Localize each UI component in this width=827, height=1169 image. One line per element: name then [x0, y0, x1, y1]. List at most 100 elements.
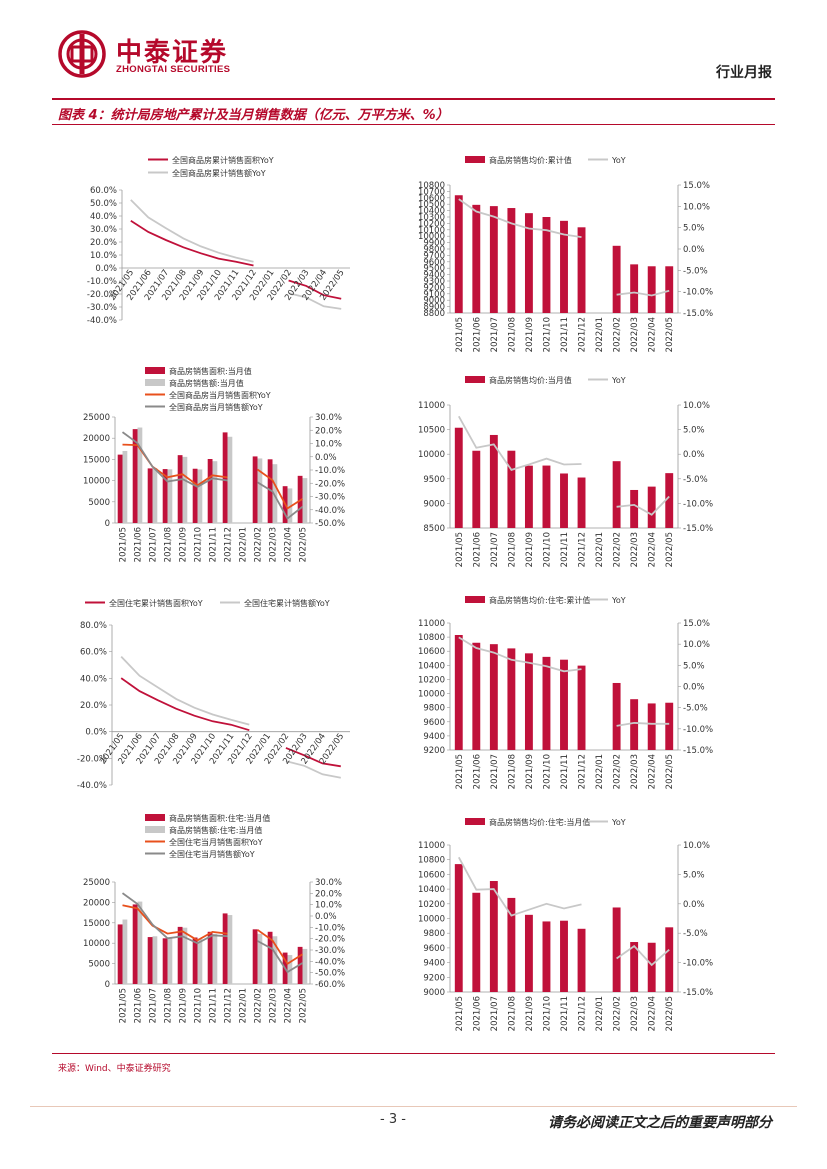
- x-tick-label: 2022/03: [630, 996, 640, 1031]
- bar: [647, 486, 656, 528]
- right-tick-label: 0.0%: [683, 450, 705, 460]
- bar: [257, 933, 263, 984]
- legend-label: YoY: [611, 596, 626, 605]
- left-tick-label: -30.0%: [87, 303, 117, 313]
- legend-label: 商品房销售均价:当月值: [489, 375, 572, 385]
- right-tick-label: -40.0%: [315, 957, 345, 967]
- bar: [542, 921, 551, 992]
- right-tick-label: 0.0%: [315, 453, 337, 463]
- left-tick-label: 10600: [418, 647, 445, 657]
- left-tick-label: 5000: [88, 960, 110, 970]
- bar: [665, 473, 674, 528]
- bar: [630, 264, 639, 313]
- bar: [454, 195, 463, 313]
- bar: [489, 434, 498, 528]
- bar: [227, 436, 233, 523]
- legend-label: 全国商品房当月销售额YoY: [169, 402, 263, 412]
- left-tick-label: 20.0%: [80, 701, 107, 711]
- x-tick-label: 2022/01: [595, 754, 605, 789]
- company-name-cn: 中泰证券: [116, 38, 229, 68]
- x-tick-label: 2021/11: [560, 996, 570, 1031]
- x-tick-label: 2022/01: [595, 532, 605, 567]
- legend-label: 全国商品房当月销售面积YoY: [169, 390, 271, 400]
- left-tick-label: 0.0%: [85, 728, 107, 738]
- bar: [302, 948, 308, 984]
- chart-avg-price-cumulative: 1080010700106001050010400103001020010100…: [418, 155, 713, 352]
- bar: [612, 461, 621, 528]
- bar: [192, 937, 198, 984]
- series-line: [458, 636, 670, 727]
- bar: [612, 907, 621, 992]
- x-tick-label: 2021/08: [164, 527, 174, 562]
- x-tick-label: 2021/12: [224, 988, 234, 1023]
- left-tick-label: 9200: [423, 973, 445, 983]
- bar: [147, 468, 153, 523]
- left-tick-label: 9600: [423, 258, 445, 268]
- left-tick-label: 8800: [423, 309, 445, 319]
- x-tick-label: 2021/09: [525, 317, 535, 352]
- page-number: - 3 -: [380, 1112, 406, 1127]
- right-tick-label: -30.0%: [315, 946, 345, 956]
- bar: [197, 469, 203, 523]
- right-tick-label: -20.0%: [315, 479, 345, 489]
- x-tick-label: 2021/06: [134, 988, 144, 1023]
- left-tick-label: 10200: [418, 219, 445, 229]
- left-tick-label: 0.0%: [95, 264, 117, 274]
- bar: [542, 465, 551, 528]
- bar: [472, 204, 481, 313]
- chart-residential-avg-price-monthly: 11000 10800 10600 10400 10200 10000 9800 9600 94…: [418, 817, 713, 1031]
- bar: [665, 702, 674, 750]
- left-tick-label: 9800: [423, 929, 445, 939]
- bar: [612, 682, 621, 750]
- bar: [542, 217, 551, 313]
- legend-label: 全国商品房累计销售额YoY: [172, 168, 266, 178]
- left-tick-label: 9200: [423, 283, 445, 293]
- x-tick-label: 2022/04: [284, 988, 294, 1023]
- x-tick-label: 2022/03: [630, 532, 640, 567]
- left-tick-label: 10100: [418, 226, 445, 236]
- legend-label: 全国住宅当月销售面积YoY: [169, 837, 263, 847]
- bar: [122, 450, 128, 523]
- x-tick-label: 2021/05: [119, 988, 129, 1023]
- left-tick-label: 20.0%: [90, 238, 117, 248]
- bar: [489, 206, 498, 313]
- x-tick-label: 2021/10: [542, 317, 552, 352]
- series-line: [130, 199, 342, 310]
- left-tick-label: 0: [105, 519, 110, 529]
- figure-title: 图表 4：统计局房地产累计及当月销售数据（亿元、万平方米、%）: [58, 108, 449, 123]
- x-tick-label: 2021/06: [134, 527, 144, 562]
- legend-swatch: [145, 379, 165, 386]
- bar: [507, 897, 516, 992]
- bar: [647, 266, 656, 313]
- x-tick-label: 2021/11: [560, 317, 570, 352]
- bar: [167, 469, 173, 523]
- legend-label: 商品房销售面积:住宅:当月值: [169, 813, 270, 823]
- disclaimer: 请务必阅读正文之后的重要声明部分: [548, 1115, 772, 1131]
- left-tick-label: -20.0%: [77, 754, 107, 764]
- left-tick-label: 50.0%: [90, 199, 117, 209]
- left-tick-label: 10300: [418, 213, 445, 223]
- x-tick-label: 2022/01: [595, 996, 605, 1031]
- series-line: [120, 655, 341, 779]
- bar: [524, 213, 533, 313]
- bar: [630, 699, 639, 750]
- left-tick-label: -20.0%: [87, 290, 117, 300]
- left-tick-label: 20000: [83, 898, 110, 908]
- bar: [560, 920, 568, 992]
- x-tick-label: 2022/04: [648, 996, 658, 1031]
- right-tick-label: 0.0%: [315, 912, 337, 922]
- left-tick-label: 9500: [423, 475, 445, 485]
- bar: [489, 644, 498, 750]
- left-tick-label: 20000: [83, 434, 110, 444]
- left-tick-label: 9400: [423, 732, 445, 742]
- x-tick-label: 2022/01: [595, 317, 605, 352]
- left-tick-label: 9800: [423, 245, 445, 255]
- bar: [212, 461, 218, 523]
- x-tick-label: 2022/02: [613, 317, 623, 352]
- left-tick-label: 10400: [418, 885, 445, 895]
- x-tick-label: 2022/04: [284, 527, 294, 562]
- right-tick-label: 15.0%: [683, 619, 710, 629]
- bar: [507, 450, 516, 528]
- legend-label: 商品房销售额:住宅:当月值: [169, 825, 262, 835]
- x-tick-label: 2021/07: [490, 532, 500, 567]
